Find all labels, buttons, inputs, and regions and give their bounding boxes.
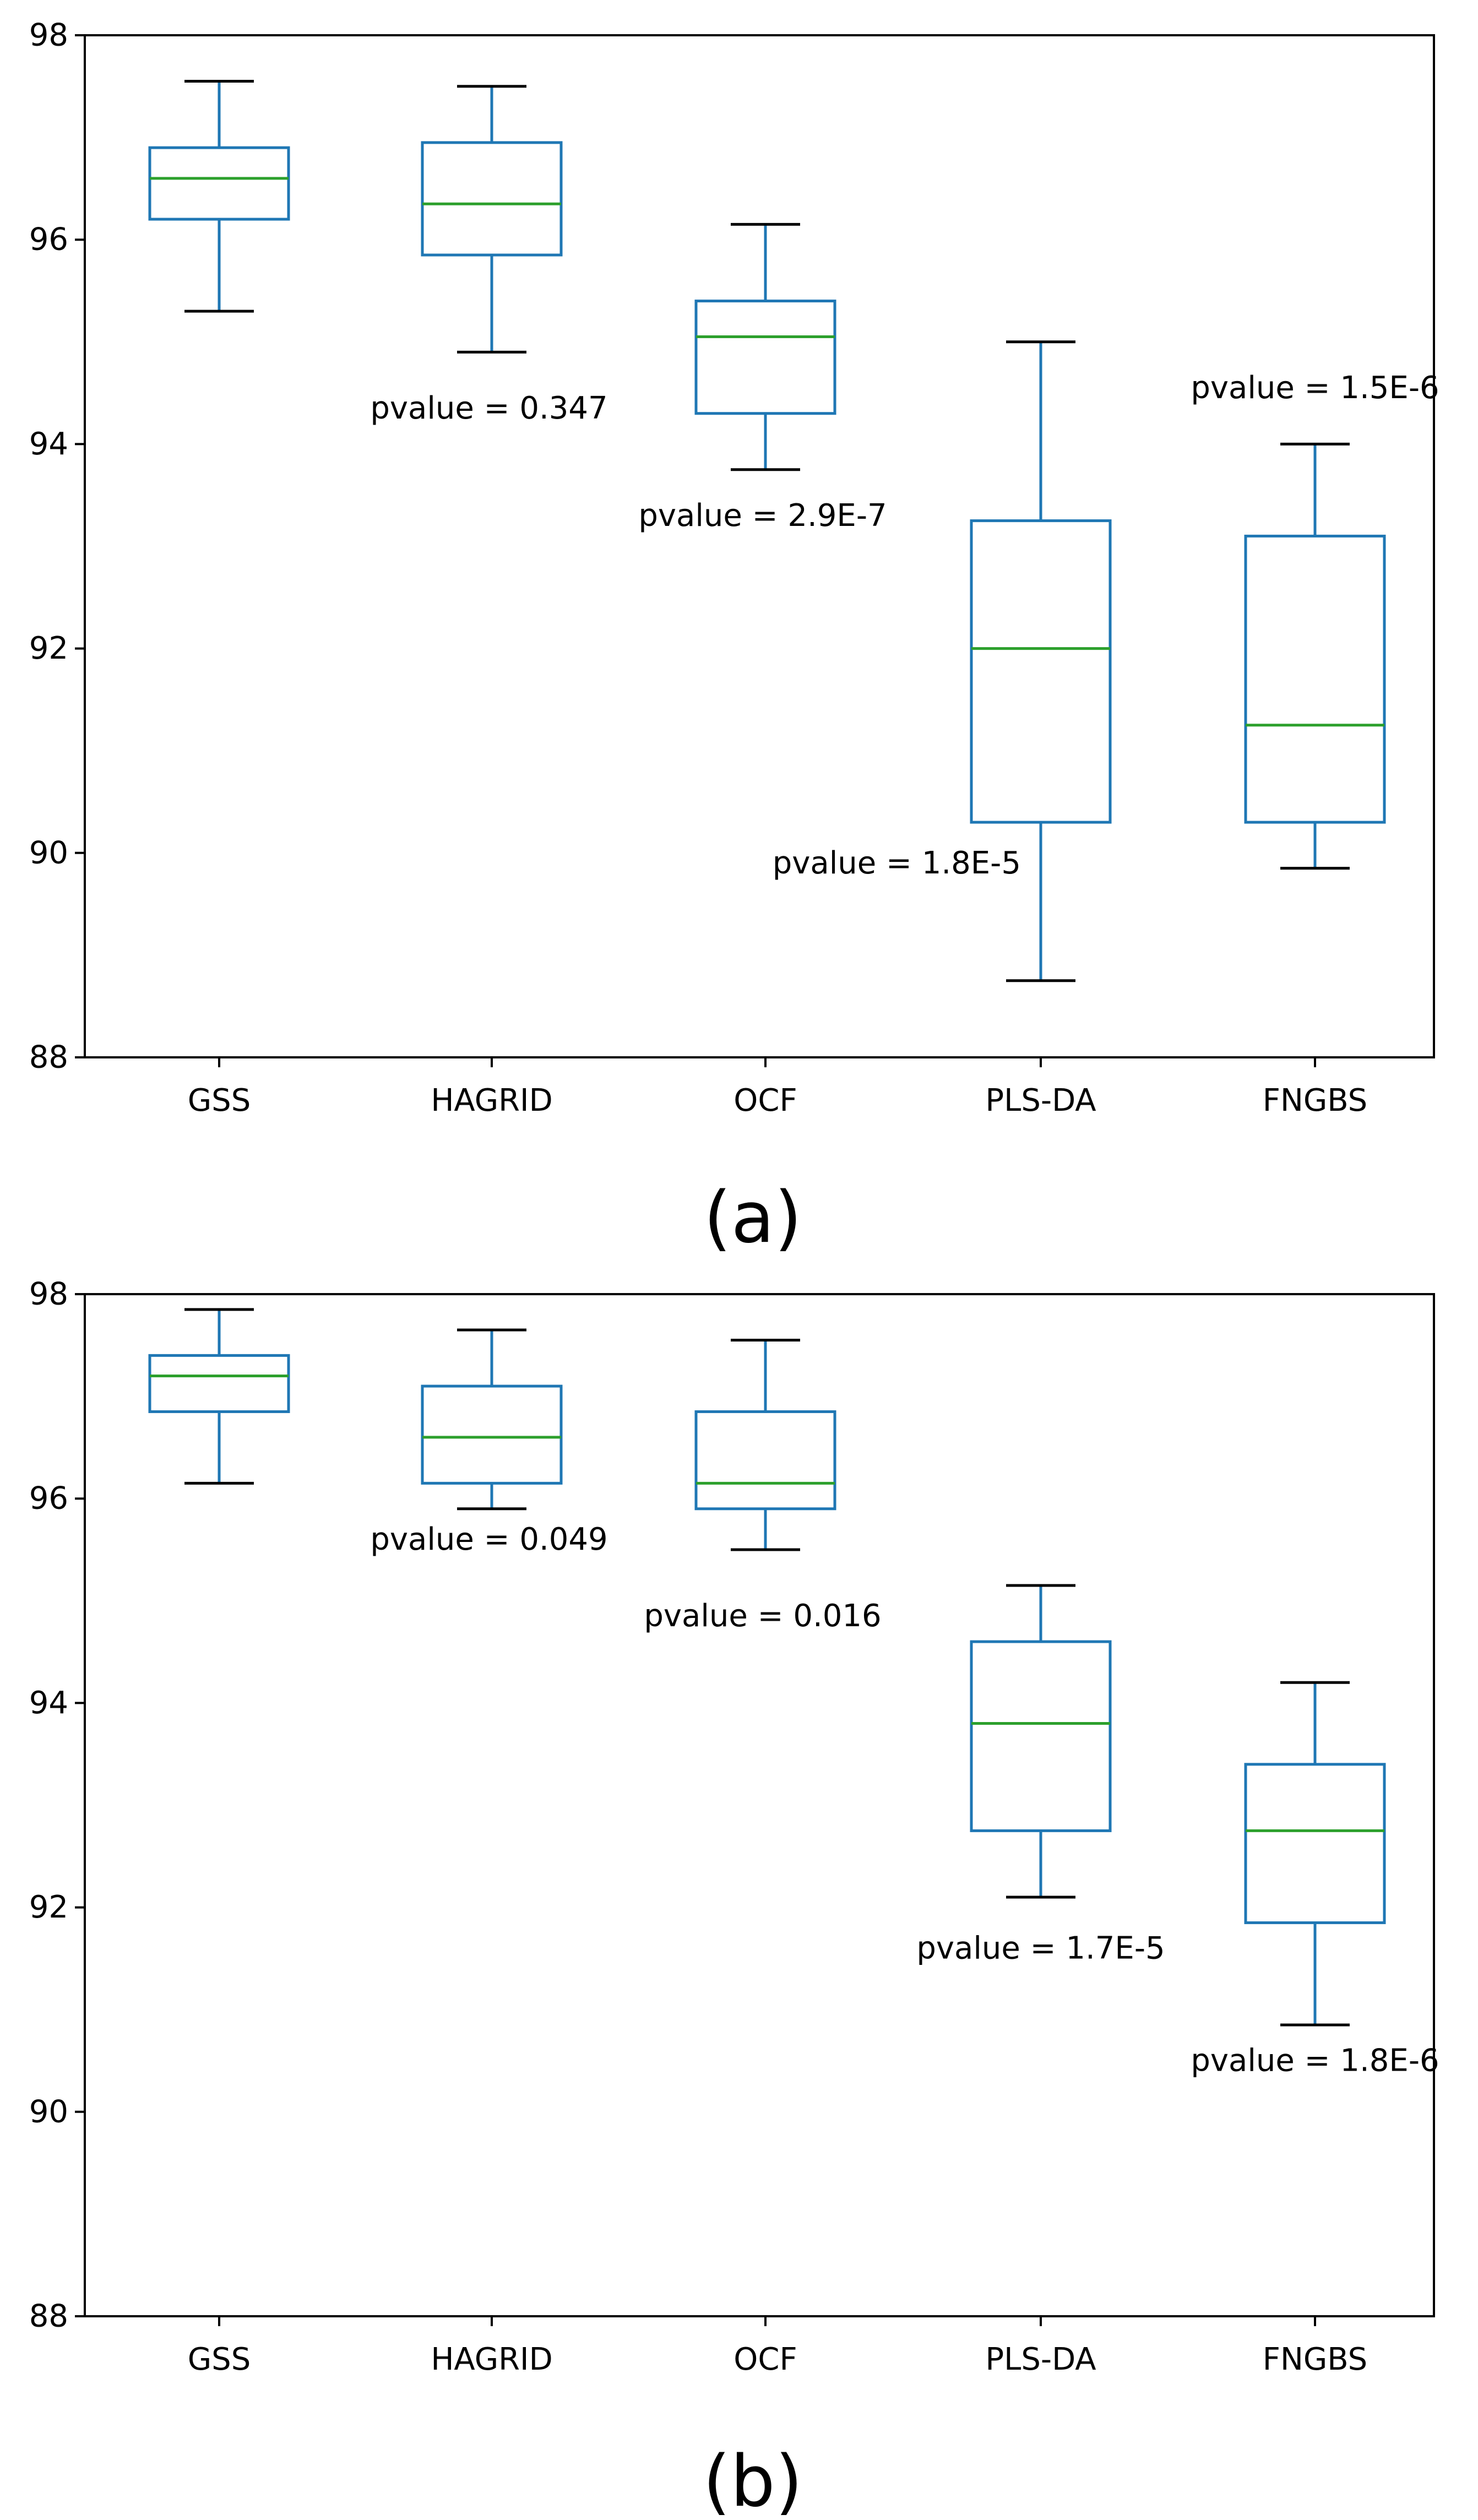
y-tick-label: 94 — [29, 426, 68, 462]
iqr-box — [421, 141, 563, 257]
y-tick-label: 88 — [29, 1040, 68, 1076]
pvalue-annotation: pvalue = 1.8E-6 — [1191, 2043, 1439, 2079]
x-tick-label: PLS-DA — [985, 1083, 1096, 1118]
pvalue-annotation: pvalue = 0.016 — [644, 1598, 881, 1634]
box-gss — [148, 80, 290, 313]
pvalue-annotation: pvalue = 1.7E-5 — [916, 1930, 1165, 1966]
y-tick-label: 96 — [29, 1481, 68, 1517]
x-tick-label: PLS-DA — [985, 2342, 1096, 2377]
chart-panel-b: 88 90 92 94 96 98 GSS HAGRID OCF PLS-DA FNGBS pvalu… — [29, 1277, 1439, 2520]
box-pls-da — [970, 340, 1112, 982]
iqr-box — [694, 300, 836, 415]
y-tick-label: 92 — [29, 631, 68, 666]
x-tick-label: HAGRID — [431, 1083, 552, 1118]
x-tick-label: OCF — [733, 1083, 797, 1118]
box-fngbs — [1244, 1681, 1386, 2027]
iqr-box — [1244, 1763, 1386, 1924]
x-tick-label: FNGBS — [1263, 1083, 1367, 1118]
iqr-box — [970, 1640, 1112, 1832]
panel-caption: (b) — [703, 2441, 802, 2520]
x-tick-label: HAGRID — [431, 2342, 552, 2377]
y-tick-label: 90 — [29, 835, 68, 871]
pvalue-annotation: pvalue = 0.347 — [370, 390, 607, 426]
iqr-box — [970, 519, 1112, 824]
box-hagrid — [421, 1328, 563, 1511]
y-tick-label: 90 — [29, 2094, 68, 2130]
iqr-box — [1244, 534, 1386, 824]
pvalue-annotation: pvalue = 2.9E-7 — [638, 498, 887, 534]
x-tick-label: GSS — [188, 1083, 251, 1118]
iqr-box — [694, 1410, 836, 1511]
box-hagrid — [421, 85, 563, 354]
iqr-box — [148, 1354, 290, 1413]
box-gss — [148, 1308, 290, 1485]
pvalue-annotation: pvalue = 1.5E-6 — [1191, 370, 1439, 406]
box-fngbs — [1244, 442, 1386, 870]
x-tick-label: GSS — [188, 2342, 251, 2377]
iqr-box — [421, 1384, 563, 1485]
panel-caption: (a) — [704, 1177, 802, 1259]
box-ocf — [694, 1339, 836, 1551]
iqr-box — [148, 146, 290, 221]
pvalue-annotation: pvalue = 1.8E-5 — [773, 845, 1021, 881]
x-tick-label: FNGBS — [1263, 2342, 1367, 2377]
y-tick-label: 98 — [29, 1277, 68, 1312]
y-tick-label: 98 — [29, 18, 68, 53]
y-tick-label: 92 — [29, 1889, 68, 1925]
pvalue-annotation: pvalue = 0.049 — [370, 1522, 607, 1557]
y-tick-label: 94 — [29, 1685, 68, 1721]
y-tick-label: 96 — [29, 222, 68, 258]
plot-area-frame — [84, 34, 1435, 1058]
plot-area-frame — [84, 1293, 1435, 2317]
x-tick-label: OCF — [733, 2342, 797, 2377]
box-pls-da — [970, 1584, 1112, 1899]
box-ocf — [694, 222, 836, 471]
y-tick-label: 88 — [29, 2299, 68, 2334]
chart-panel-a: 88 90 92 94 96 98 GSS HAGRID OCF PLS-DA FNGBS pvalu… — [29, 18, 1439, 1259]
